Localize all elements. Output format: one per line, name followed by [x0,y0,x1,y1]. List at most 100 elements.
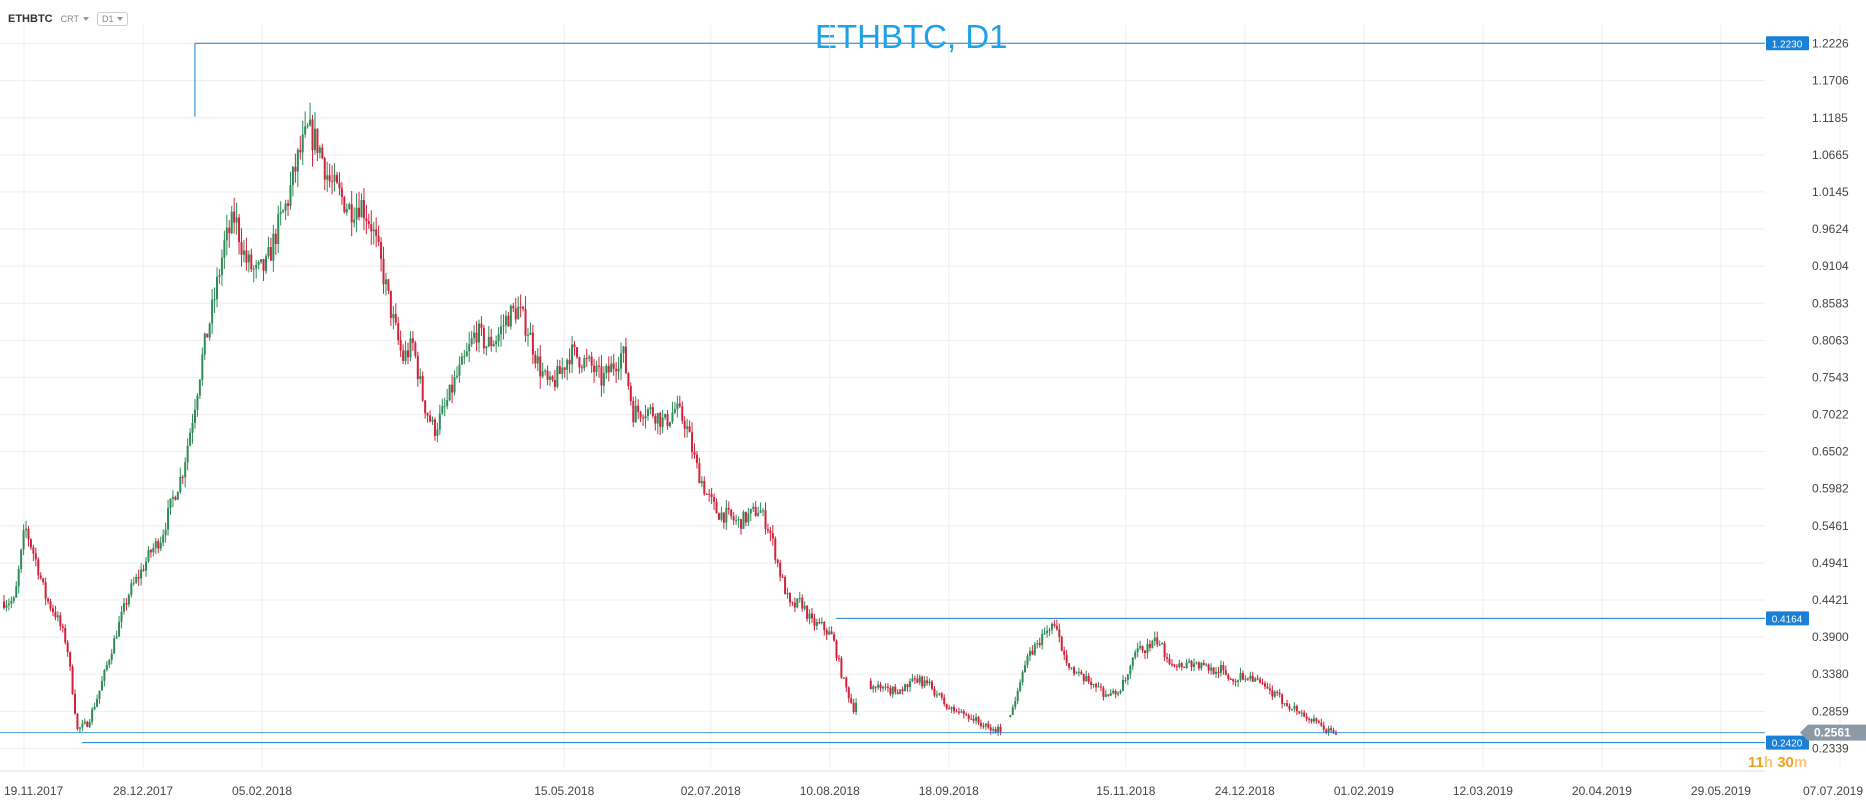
candle-up [602,373,605,386]
candle-down [837,658,840,660]
candle-down [1168,658,1171,665]
countdown-minutes-unit: m [1793,754,1808,771]
candle-up [81,723,84,728]
candle-up [120,611,123,622]
candle-up [127,595,130,605]
current-price-label: 0.2561 [1814,726,1851,740]
candle-up [671,412,674,423]
candle-up [5,605,8,608]
chart-type-dropdown[interactable]: CRT [61,14,89,24]
chart-toolbar: ETHBTC CRT D1 [8,10,129,28]
candle-up [588,356,591,359]
level-label: 0.4164 [1772,614,1803,625]
candle-down [490,336,493,347]
candle-up [1200,662,1203,669]
candle-down [362,199,365,219]
price-tick-label: 0.4941 [1812,556,1849,570]
chevron-down-icon [82,17,89,21]
candle-down [1095,683,1098,688]
candle-up [470,338,473,345]
price-tick-label: 1.1706 [1812,74,1849,88]
time-tick-label: 19.11.2017 [4,784,63,798]
candle-up [759,510,762,513]
candle-down [399,339,402,351]
candle-down [534,354,537,364]
candle-down [233,211,236,223]
candle-up [208,323,211,338]
candle-down [86,721,89,727]
candle-up [1048,629,1051,631]
candle-up [118,621,121,637]
candle-down [1222,665,1225,671]
candle-up [1070,667,1073,669]
candle-down [1055,625,1058,630]
candle-down [377,235,380,242]
candle-up [1092,683,1095,686]
candle-down [791,602,794,604]
candle-up [1109,693,1112,696]
candle-up [877,684,880,688]
candle-up [267,247,270,257]
candle-down [429,415,432,422]
candle-down [624,346,627,374]
candle-up [1139,646,1142,649]
candle-up [1104,694,1107,697]
candle-up [1126,674,1129,680]
candle-up [196,395,199,410]
candle-up [749,508,752,514]
candle-down [206,333,209,338]
candle-down [1278,692,1281,695]
candle-up [404,350,407,361]
candle-up [737,519,740,521]
candle-down [1241,672,1244,680]
candle-up [1041,634,1044,646]
candle-up [656,413,659,424]
candle-up [306,125,309,127]
candle-up [673,409,676,413]
timeframe-dropdown[interactable]: D1 [96,12,129,26]
candle-up [171,496,174,499]
candle-up [1136,648,1139,653]
candle-up [220,257,223,275]
candle-down [906,684,909,688]
candle-down [1281,694,1284,704]
candle-up [7,603,10,606]
candle-down [416,355,419,380]
candle-up [815,622,818,626]
candle-up [355,207,358,220]
candle-down [717,513,720,520]
candle-up [935,694,938,696]
candle-down [323,158,326,180]
candle-down [1102,687,1105,697]
candle-down [654,415,657,424]
candle-down [896,692,899,695]
candle-down [331,181,334,183]
candle-down [1315,718,1318,722]
candle-up [644,415,647,419]
candle-up [465,351,468,357]
candle-up [291,166,294,186]
candle-down [411,338,414,343]
candle-up [348,204,351,210]
time-tick-label: 02.07.2018 [681,784,741,798]
candle-down [49,601,52,609]
candle-down [979,722,982,726]
grid [0,25,1841,772]
candle-down [64,628,67,643]
candle-up [487,336,490,347]
candle-up [242,250,245,255]
candle-down [967,715,970,719]
candle-up [1016,690,1019,701]
candle-up [392,314,395,318]
candle-down [943,697,946,705]
candle-up [1134,652,1137,658]
candle-up [1019,682,1022,691]
time-tick-label: 18.09.2018 [919,784,979,798]
candle-up [372,229,375,232]
candle-down [666,414,669,427]
candle-down [612,363,615,369]
candle-down [982,725,985,727]
candle-down [531,332,534,355]
candle-up [1293,705,1296,709]
